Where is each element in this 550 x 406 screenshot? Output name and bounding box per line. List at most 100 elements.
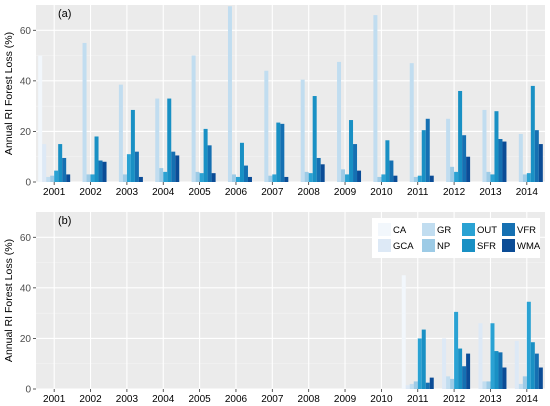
y-tick-label: 20 — [20, 334, 32, 345]
bar-np-2013 — [486, 381, 491, 389]
bar-np-2010 — [377, 176, 382, 182]
bar-sfr-2014 — [530, 85, 535, 182]
bar-gr-2009 — [337, 61, 342, 183]
y-tick-label: 60 — [20, 233, 32, 244]
x-tick-label: 2012 — [443, 187, 466, 198]
bar-wma-2013 — [502, 367, 507, 389]
bar-vfr-2006 — [243, 165, 248, 182]
bar-gr-2012 — [446, 376, 451, 389]
x-tick-label: 2008 — [298, 187, 321, 198]
bar-gca-2012 — [442, 338, 447, 389]
legend-label-out: OUT — [477, 225, 497, 236]
x-tick-label: 2008 — [298, 394, 321, 405]
bar-vfr-2012 — [462, 135, 467, 182]
bar-vfr-2007 — [280, 123, 285, 182]
bar-gr-2010 — [373, 15, 378, 182]
x-tick-label: 2006 — [225, 394, 248, 405]
bar-out-2010 — [381, 174, 386, 182]
bar-wma-2003 — [138, 176, 143, 182]
x-tick-label: 2009 — [334, 394, 357, 405]
bar-gca-2014 — [514, 340, 519, 389]
bar-wma-2008 — [320, 164, 325, 182]
legend-key-vfr — [502, 223, 515, 236]
bar-vfr-2014 — [534, 130, 539, 182]
bar-out-2011 — [417, 175, 422, 182]
bar-out-2011 — [417, 338, 422, 389]
x-tick-label: 2010 — [370, 394, 393, 405]
x-tick-label: 2010 — [370, 187, 393, 198]
legend-key-sfr — [462, 239, 475, 252]
bar-out-2013 — [490, 323, 495, 389]
bar-np-2012 — [450, 166, 455, 182]
bar-np-2011 — [413, 381, 418, 389]
bar-vfr-2001 — [62, 157, 67, 182]
bar-gr-2003 — [118, 84, 123, 182]
bar-np-2007 — [268, 175, 273, 182]
bar-gr-2013 — [482, 381, 487, 389]
bar-ca-2001 — [38, 55, 43, 183]
panel-label: (a) — [58, 8, 71, 20]
bar-out-2012 — [454, 171, 459, 182]
bar-wma-2011 — [429, 377, 434, 389]
bar-gca-2013 — [478, 323, 483, 389]
x-tick-label: 2007 — [261, 394, 284, 405]
bar-vfr-2005 — [207, 145, 212, 182]
legend-label-ca: CA — [393, 225, 407, 236]
bar-gr-2014 — [518, 383, 523, 389]
x-tick-label: 2002 — [79, 394, 102, 405]
bar-wma-2002 — [102, 161, 107, 182]
y-tick-label: 0 — [25, 178, 31, 189]
bar-gr-2004 — [155, 98, 160, 182]
bar-sfr-2013 — [494, 351, 499, 389]
bar-sfr-2005 — [203, 128, 208, 182]
x-tick-label: 2002 — [79, 187, 102, 198]
x-tick-label: 2003 — [116, 187, 139, 198]
bar-out-2013 — [490, 174, 495, 182]
x-tick-label: 2004 — [152, 187, 175, 198]
bar-gr-2013 — [482, 109, 487, 182]
bar-vfr-2011 — [425, 118, 430, 182]
y-tick-label: 20 — [20, 127, 32, 138]
bar-np-2009 — [341, 169, 346, 182]
legend-key-gca — [378, 239, 391, 252]
bar-wma-2014 — [538, 144, 543, 182]
bar-vfr-2002 — [98, 160, 103, 182]
bar-wma-2012 — [466, 353, 471, 389]
bar-vfr-2012 — [462, 366, 467, 389]
bar-out-2001 — [54, 170, 59, 182]
bar-sfr-2014 — [530, 342, 535, 389]
bar-gca-2011 — [405, 385, 410, 389]
bar-out-2014 — [526, 301, 531, 389]
bar-wma-2013 — [502, 141, 507, 182]
bar-vfr-2014 — [534, 353, 539, 389]
bar-np-2014 — [522, 174, 527, 182]
bar-out-2007 — [272, 174, 277, 182]
bar-np-2006 — [231, 174, 236, 182]
y-axis-title: Annual RI Forest Loss (%) — [3, 32, 15, 155]
bar-gr-2002 — [82, 42, 87, 182]
x-tick-label: 2004 — [152, 394, 175, 405]
bar-wma-2011 — [429, 175, 434, 182]
bar-out-2002 — [90, 174, 95, 182]
bar-vfr-2010 — [389, 160, 394, 182]
x-tick-label: 2005 — [188, 394, 211, 405]
bar-out-2012 — [454, 311, 459, 389]
bar-out-2014 — [526, 173, 531, 182]
bar-out-2003 — [126, 154, 131, 182]
y-tick-label: 40 — [20, 76, 32, 87]
x-tick-label: 2013 — [479, 394, 502, 405]
bar-wma-2004 — [175, 155, 180, 182]
bar-wma-2005 — [211, 173, 216, 182]
x-tick-label: 2001 — [43, 187, 66, 198]
bar-np-2003 — [122, 174, 127, 182]
bar-gca-2001 — [42, 144, 47, 182]
bar-sfr-2002 — [94, 136, 99, 182]
bar-wma-2010 — [393, 175, 398, 182]
panel-label: (b) — [58, 215, 71, 227]
bar-sfr-2010 — [385, 140, 390, 182]
x-tick-label: 2011 — [407, 394, 429, 405]
bar-np-2014 — [522, 376, 527, 389]
legend-key-np — [422, 239, 435, 252]
bar-np-2002 — [86, 174, 91, 182]
bar-np-2005 — [195, 171, 200, 182]
